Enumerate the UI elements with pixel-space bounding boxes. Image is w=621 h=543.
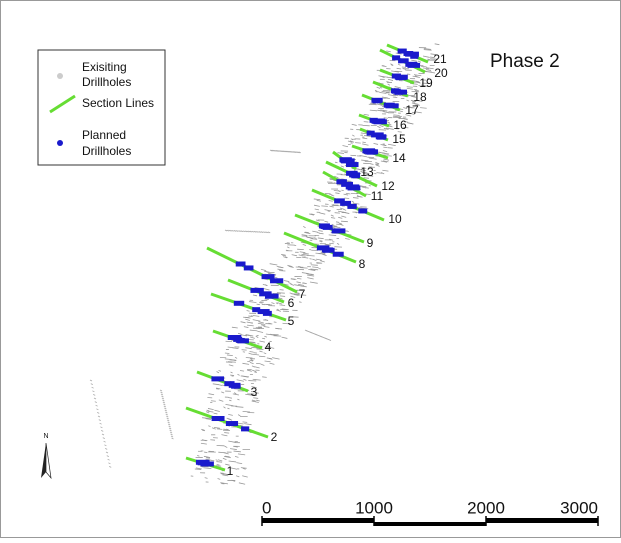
section-label: 20 [434,66,448,80]
existing-drillhole [294,245,296,246]
section-label: 2 [271,430,278,444]
existing-drillhole [421,66,426,67]
existing-drillhole [321,206,328,207]
north-label: N [43,433,48,440]
section-label: 18 [413,90,427,104]
legend-label: Drillholes [82,75,131,89]
legend-symbol-planned [57,140,63,146]
scale-label: 3000 [560,498,598,517]
legend-label: Drillholes [82,144,131,158]
section-label: 8 [359,257,366,271]
existing-drillhole [277,293,285,294]
legend-label: Planned [82,128,126,142]
planned-drillhole [323,248,335,253]
planned-drillhole [346,171,358,176]
existing-drillhole [216,460,218,461]
section-label: 21 [433,52,447,66]
planned-drillhole [258,309,270,314]
existing-drillhole [257,304,260,305]
existing-drillhole [384,118,388,119]
scale-label: 1000 [355,498,393,517]
existing-drillhole [225,359,230,360]
existing-drillhole [365,188,369,189]
section-label: 14 [392,151,406,165]
planned-drillhole [340,158,350,163]
planned-drillhole [231,384,241,389]
legend: Exisiting Drillholes Section Lines Plann… [38,50,165,165]
phase-title: Phase 2 [490,51,560,72]
planned-drillhole [332,228,346,233]
existing-drillhole [299,302,301,303]
existing-drillhole [354,217,357,218]
planned-drillhole [405,52,419,57]
planned-drillhole [233,337,242,342]
existing-drillhole [225,353,230,354]
section-label: 4 [265,340,272,354]
planned-drillhole [241,426,249,431]
planned-drillhole [262,274,275,279]
planned-drillhole [340,201,351,206]
existing-drillhole [355,143,361,144]
legend-label: Exisiting [82,60,127,74]
section-label: 9 [367,236,374,250]
section-label: 5 [288,314,295,328]
planned-drillhole [370,118,378,123]
existing-drillhole [341,221,348,222]
section-label: 19 [419,76,433,90]
section-label: 6 [288,296,295,310]
scale-label: 2000 [467,498,505,517]
scale-segment [374,522,486,526]
planned-drillhole [373,98,382,103]
existing-drillhole [246,358,253,359]
section-label: 7 [299,287,306,301]
section-label: 13 [360,165,374,179]
existing-drillhole [300,268,308,269]
existing-drillhole [326,244,331,245]
planned-drillhole [394,90,407,95]
section-label: 17 [405,103,419,117]
planned-drillhole [376,134,386,139]
scale-segment [262,518,374,523]
planned-drillhole [259,291,271,296]
existing-drillhole [230,375,234,376]
planned-drillhole [398,58,409,63]
planned-drillhole [358,208,367,213]
legend-symbol-existing [57,73,63,79]
planned-drillhole [212,416,222,421]
section-label: 12 [381,179,395,193]
section-label: 10 [388,212,402,226]
planned-drillhole [234,301,244,306]
planned-drillhole [348,185,361,190]
existing-drillhole [407,87,413,88]
existing-drillhole [345,198,350,199]
planned-drillhole [244,265,254,270]
section-label: 15 [392,132,406,146]
planned-drillhole [367,131,375,136]
scale-segment [486,518,598,523]
planned-drillhole [346,162,359,167]
planned-drillhole [226,421,238,426]
section-label: 1 [227,464,234,478]
existing-drillhole [211,401,216,402]
planned-drillhole [396,75,407,80]
planned-drillhole [319,223,330,228]
existing-drillhole [362,142,365,143]
planned-drillhole [407,63,420,68]
planned-drillhole [198,460,210,465]
scale-label: 0 [262,498,271,517]
existing-drillhole [259,356,265,357]
planned-drillhole [366,149,379,154]
planned-drillhole [385,103,398,108]
planned-drillhole [211,376,224,381]
section-label: 16 [393,118,407,132]
section-label: 3 [251,385,258,399]
legend-label: Section Lines [82,96,154,110]
